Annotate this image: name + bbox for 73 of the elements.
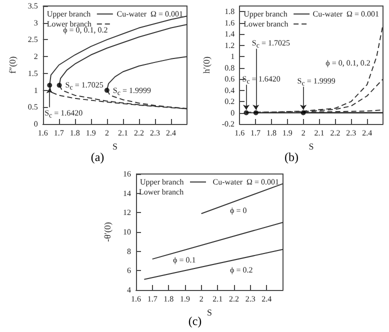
y-tick-label: 1.4 — [224, 30, 235, 39]
y-tick-label: 1.5 — [28, 68, 38, 78]
annotation: ϕ = 0, 0.1, 0.2 — [63, 26, 108, 35]
x-tick-label: 2.3 — [245, 294, 256, 304]
y-axis-title: f″(0) — [8, 56, 18, 74]
x-tick-label: 2.2 — [134, 128, 144, 138]
x-tick-label: 1.9 — [282, 128, 292, 138]
y-tick-label: 0.6 — [224, 74, 235, 84]
x-tick-label: 1.7 — [147, 294, 158, 304]
y-tick-label: 14 — [123, 188, 131, 198]
y-tick-label: 1.8 — [224, 7, 235, 16]
x-tick-label: 1.7 — [54, 128, 64, 138]
text: (c) — [188, 314, 202, 328]
y-tick-label: 1 — [230, 52, 235, 62]
annotation: ϕ = 0 — [230, 206, 247, 216]
y-axis-title: h′(0) — [202, 56, 212, 74]
x-tick-label: 2.4 — [262, 294, 272, 304]
x-tick-label: 2.1 — [212, 294, 223, 304]
y-tick-label: 0.4 — [224, 86, 235, 95]
y-axis-title: -θ′(0) — [102, 222, 112, 242]
x-tick-label: 2.1 — [118, 128, 128, 138]
x-tick-label: 1.8 — [70, 128, 80, 138]
y-tick-label: 4 — [127, 286, 131, 294]
annotation: ϕ = 0, 0.1, 0.2 — [326, 58, 370, 68]
y-tick-label: -0.2 — [222, 120, 235, 128]
legend-label: Lower branch — [46, 20, 92, 28]
y-tick-label: 0 — [34, 120, 38, 128]
x-tick-label: 1.9 — [180, 294, 190, 304]
text: (b) — [284, 150, 298, 164]
x-tick-label: 2.1 — [314, 128, 324, 138]
y-tick-label: 2.5 — [28, 35, 38, 44]
x-tick-label: 2 — [301, 128, 306, 138]
x-tick-label: 1.7 — [250, 128, 260, 138]
x-tick-label: 2.2 — [229, 294, 239, 304]
text: (a) — [90, 150, 104, 164]
y-tick-label: 1.2 — [224, 40, 235, 50]
x-tick-label: 2.4 — [166, 128, 176, 138]
x-tick-label: 1.8 — [266, 128, 276, 138]
x-tick-label: 2.4 — [362, 128, 372, 138]
y-tick-label: 0.5 — [28, 102, 38, 112]
legend-label: Upper branch — [46, 10, 91, 18]
x-tick-label: 2 — [104, 128, 109, 138]
y-tick-label: 8 — [127, 246, 131, 256]
annotation: Cu-water Ω = 0.001 — [212, 178, 279, 186]
y-tick-label: 12 — [123, 208, 131, 218]
legend-label: Upper branch — [140, 178, 184, 186]
y-tick-label: 2 — [34, 52, 38, 62]
y-tick-label: 0 — [230, 108, 235, 118]
annotation: Lower branch — [138, 187, 184, 196]
y-tick-label: 6 — [127, 266, 131, 276]
x-axis-title: S — [206, 307, 212, 318]
legend-label: Upper branch — [244, 10, 288, 18]
x-axis-title: S — [112, 141, 118, 152]
x-tick-label: 2.3 — [346, 128, 356, 138]
x-tick-label: 1.9 — [86, 128, 96, 138]
annotation: ϕ = 0.2 — [230, 266, 253, 275]
annotation: ϕ = 0.1 — [173, 255, 196, 264]
y-tick-label: 10 — [123, 228, 131, 236]
y-tick-label: 3 — [34, 18, 38, 28]
y-tick-label: 1.6 — [224, 18, 235, 28]
x-tick-label: 1.8 — [164, 294, 174, 304]
x-axis-title: S — [308, 141, 314, 152]
x-tick-label: 2 — [199, 294, 204, 304]
x-tick-label: 2.2 — [330, 128, 340, 138]
annotation: Cu-water Ω = 0.001 — [116, 10, 183, 18]
x-tick-label: 2.3 — [150, 128, 160, 138]
legend-label: Lower branch — [244, 20, 288, 28]
y-tick-label: 0.2 — [224, 97, 235, 106]
annotation: Cu-water Ω = 0.001 — [312, 10, 379, 18]
y-tick-label: 1 — [34, 86, 38, 95]
y-tick-label: 3.5 — [28, 2, 38, 10]
y-tick-label: 16 — [123, 170, 131, 178]
y-tick-label: 0.8 — [224, 63, 235, 72]
